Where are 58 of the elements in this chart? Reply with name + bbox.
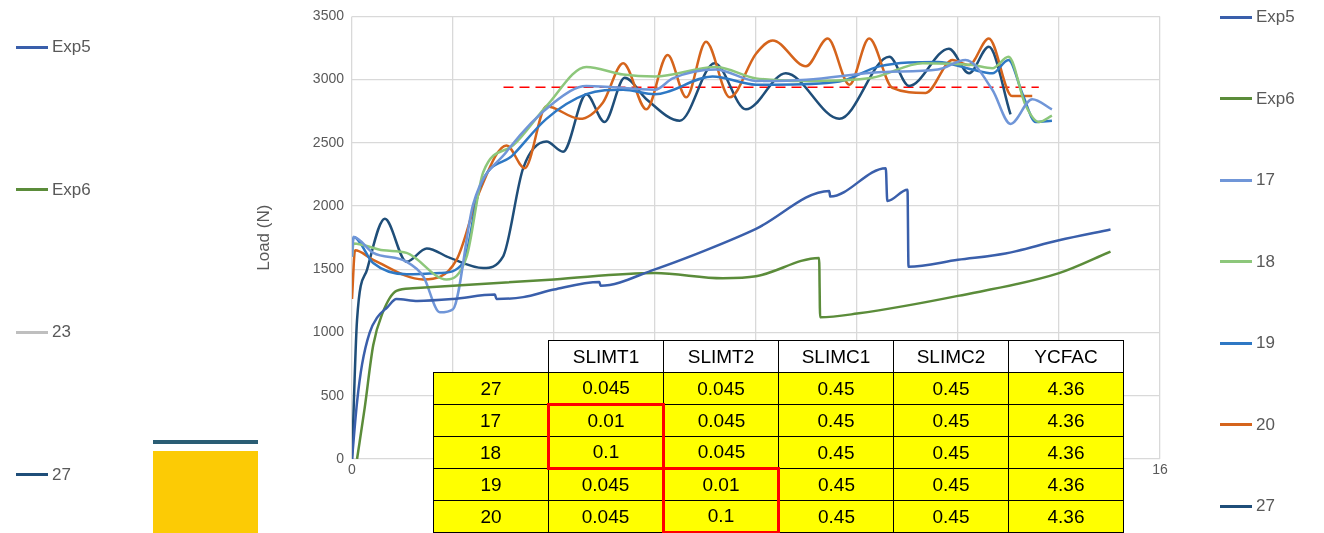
data-label: 0.45 (778, 468, 894, 501)
legend-label: Exp6 (1256, 88, 1295, 109)
data-label: 4.36 (1008, 468, 1124, 501)
legend-label: 27 (52, 464, 71, 485)
legend-label: 27 (1256, 496, 1275, 516)
x-tick-label: SLIMC2 (893, 340, 1009, 373)
data-label: 0.1 (663, 500, 779, 533)
data-label: 0.045 (548, 372, 664, 405)
data-label: 0.01 (548, 404, 664, 437)
line-series (355, 250, 1112, 459)
data-label: 0.045 (663, 436, 779, 469)
legend-label: Exp5 (1256, 7, 1295, 27)
legend-label: Exp5 (52, 37, 91, 57)
data-label: 0.45 (778, 500, 894, 533)
data-label: 0.45 (778, 372, 894, 405)
legend-label: 23 (52, 322, 71, 343)
y-tick-label: 1000 (312, 323, 345, 340)
legend-label: 19 (1256, 333, 1275, 353)
legend-label: 17 (1256, 170, 1275, 190)
data-label: 0.045 (663, 372, 779, 405)
x-tick-label: SLIMC1 (778, 340, 894, 373)
data-label: 0.45 (893, 436, 1009, 469)
data-label: 4.36 (1008, 436, 1124, 469)
y-tick-label: 20 (433, 500, 549, 533)
y-tick-label: 27 (433, 372, 549, 405)
y-tick-label: 0 (336, 449, 345, 466)
legend-label: 18 (1256, 251, 1275, 272)
data-label: 0.45 (778, 404, 894, 437)
y-tick-label: 18 (433, 436, 549, 469)
data-label: 0.45 (893, 500, 1009, 533)
y-tick-label: 2000 (312, 196, 345, 213)
data-label: 0.045 (548, 468, 664, 501)
x-tick-label: 16 (1152, 461, 1168, 478)
y-tick-label: 2500 (312, 133, 345, 150)
data-label: 0.45 (893, 404, 1009, 437)
data-label: 0.01 (663, 468, 779, 501)
data-label: 0.1 (548, 436, 664, 469)
y-tick-label: 19 (433, 468, 549, 501)
y-axis-title: Load (N) (253, 204, 273, 271)
data-label: 4.36 (1008, 500, 1124, 533)
y-tick-label: 17 (433, 404, 549, 437)
data-label: 0.45 (893, 468, 1009, 501)
y-tick-label: 500 (320, 386, 345, 403)
data-label: 0.45 (778, 436, 894, 469)
data-label: 0.45 (893, 372, 1009, 405)
data-label: 0.045 (548, 500, 664, 533)
x-tick-label: YCFAC (1008, 340, 1124, 373)
data-label: 0.045 (663, 404, 779, 437)
legend-label: Exp6 (52, 179, 91, 200)
data-label: 4.36 (1008, 372, 1124, 405)
data-label: 4.36 (1008, 404, 1124, 437)
legend-label: 20 (1256, 414, 1275, 435)
line-series (352, 166, 1112, 459)
y-tick-label: 3500 (312, 7, 345, 24)
y-tick-label: 1500 (312, 260, 345, 277)
x-tick-label: SLIMT1 (548, 340, 664, 373)
x-tick-label: SLIMT2 (663, 340, 779, 373)
y-tick-label: 3000 (312, 70, 345, 87)
